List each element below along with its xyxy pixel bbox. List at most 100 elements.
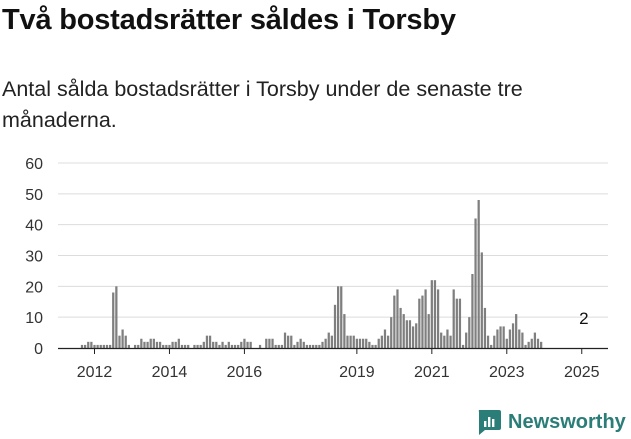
- bar: [218, 344, 221, 348]
- bar: [205, 335, 209, 348]
- bar: [155, 341, 159, 348]
- bar: [490, 344, 493, 348]
- bar: [477, 200, 480, 348]
- bar: [386, 335, 390, 348]
- bar: [524, 344, 527, 348]
- bar: [243, 338, 246, 348]
- x-tick-label: 2012: [77, 364, 113, 381]
- bar: [518, 329, 521, 348]
- bar: [149, 338, 152, 348]
- bar: [515, 314, 518, 348]
- bar: [96, 344, 99, 348]
- bar: [99, 344, 102, 348]
- bar: [411, 326, 415, 348]
- bar: [402, 314, 405, 348]
- y-tick-label: 10: [25, 310, 43, 327]
- bar: [240, 341, 243, 348]
- bar: [127, 344, 130, 348]
- bar: [246, 341, 249, 348]
- bar: [455, 298, 458, 348]
- bar: [290, 335, 293, 348]
- bar: [80, 344, 84, 348]
- bar: [374, 344, 377, 348]
- newsworthy-logo: Newsworthy: [476, 409, 626, 435]
- y-tick-label: 0: [34, 341, 43, 358]
- bar: [183, 344, 187, 348]
- bar: [249, 341, 252, 348]
- bar: [143, 341, 146, 348]
- bar: [193, 344, 196, 348]
- bar: [474, 218, 477, 348]
- bar: [215, 341, 218, 348]
- bar: [258, 344, 262, 348]
- bar: [321, 341, 324, 348]
- bar: [174, 341, 177, 348]
- bars: [80, 200, 543, 348]
- bar: [327, 332, 330, 348]
- bar: [496, 329, 499, 348]
- bar: [233, 344, 237, 348]
- bar: [358, 338, 362, 348]
- newsworthy-logo-text: Newsworthy: [508, 410, 626, 433]
- bar: [277, 344, 280, 348]
- bar: [390, 317, 393, 348]
- bar: [349, 335, 352, 348]
- bar: [449, 335, 452, 348]
- bar: [443, 335, 446, 348]
- bar: [458, 298, 462, 348]
- bar: [196, 344, 199, 348]
- bar: [433, 280, 437, 348]
- bar: [427, 314, 430, 348]
- bar: [199, 344, 202, 348]
- bar: [511, 323, 515, 348]
- bar: [208, 335, 212, 348]
- bar: [168, 344, 171, 348]
- bar: [102, 344, 105, 348]
- bar: [430, 280, 433, 348]
- bar: [287, 335, 290, 348]
- x-tick-label: 2019: [339, 364, 375, 381]
- bar: [137, 344, 140, 348]
- bar: [461, 344, 465, 348]
- y-tick-label: 30: [25, 249, 43, 266]
- bar: [224, 344, 227, 348]
- bar: [505, 338, 508, 348]
- bar: [340, 286, 343, 348]
- bar: [393, 295, 396, 348]
- bar: [424, 289, 427, 348]
- bar: [399, 307, 402, 348]
- chart-subtitle: Antal sålda bostadsrätter i Torsby under…: [2, 77, 523, 132]
- bar: [530, 338, 533, 348]
- data-label: 2: [579, 309, 588, 328]
- bar: [212, 341, 215, 348]
- bar: [115, 286, 118, 348]
- bar: [84, 344, 87, 348]
- gridlines: [58, 162, 608, 318]
- bar: [187, 344, 190, 348]
- bar: [124, 335, 127, 348]
- bar: [346, 335, 349, 348]
- bar: [93, 344, 96, 348]
- x-tick-label: 2016: [227, 364, 263, 381]
- x-tick-label: 2014: [152, 364, 188, 381]
- bar: [180, 344, 184, 348]
- bar: [271, 338, 274, 348]
- bar: [352, 335, 355, 348]
- bar: [165, 344, 168, 348]
- bar: [146, 341, 149, 348]
- bar: [508, 329, 512, 348]
- x-axis: 2012 2014 2016 2019 2021 2023 2025: [58, 347, 608, 381]
- bar: [333, 304, 337, 348]
- bar: [221, 341, 224, 348]
- bar: [421, 295, 424, 348]
- bar: [483, 307, 487, 348]
- bar: [283, 332, 287, 348]
- bar: [312, 344, 315, 348]
- bar: [383, 329, 387, 348]
- bar: [293, 344, 296, 348]
- bar: [486, 335, 490, 348]
- bar: [315, 344, 318, 348]
- bar: [324, 338, 327, 348]
- bar: [305, 344, 309, 348]
- y-tick-label: 60: [25, 156, 43, 173]
